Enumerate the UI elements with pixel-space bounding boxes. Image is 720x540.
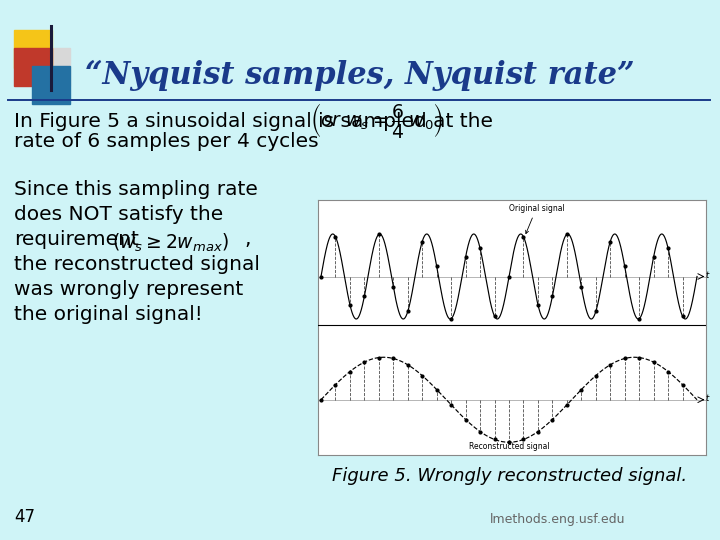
Bar xyxy=(32,48,70,86)
Text: Figure 5. Wrongly reconstructed signal.: Figure 5. Wrongly reconstructed signal. xyxy=(333,467,688,485)
Text: requirement: requirement xyxy=(14,230,139,249)
Text: lmethods.eng.usf.edu: lmethods.eng.usf.edu xyxy=(490,513,626,526)
Text: rate of 6 samples per 4 cycles: rate of 6 samples per 4 cycles xyxy=(14,132,319,151)
Text: was wrongly represent: was wrongly represent xyxy=(14,280,243,299)
Text: 47: 47 xyxy=(14,508,35,526)
Text: Reconstructed signal: Reconstructed signal xyxy=(469,442,549,450)
Text: does NOT satisfy the: does NOT satisfy the xyxy=(14,205,223,224)
Text: $\left( or\ w_s = \dfrac{6}{4}\,w_0 \right)$: $\left( or\ w_s = \dfrac{6}{4}\,w_0 \rig… xyxy=(310,100,444,139)
Text: $t$: $t$ xyxy=(706,392,711,403)
Text: Original signal: Original signal xyxy=(508,204,564,234)
Text: the original signal!: the original signal! xyxy=(14,305,203,324)
Text: $\left(w_s \geq 2w_{max}\right)$: $\left(w_s \geq 2w_{max}\right)$ xyxy=(112,232,229,254)
Bar xyxy=(14,30,52,68)
Text: Since this sampling rate: Since this sampling rate xyxy=(14,180,258,199)
Text: “Nyquist samples, Nyquist rate”: “Nyquist samples, Nyquist rate” xyxy=(85,59,635,91)
Text: $t$: $t$ xyxy=(706,269,711,280)
Text: In Figure 5 a sinusoidal signal is sampled at the: In Figure 5 a sinusoidal signal is sampl… xyxy=(14,112,493,131)
Text: ,: , xyxy=(244,230,251,249)
Text: the reconstructed signal: the reconstructed signal xyxy=(14,255,260,274)
Bar xyxy=(32,66,70,104)
Bar xyxy=(14,48,52,86)
